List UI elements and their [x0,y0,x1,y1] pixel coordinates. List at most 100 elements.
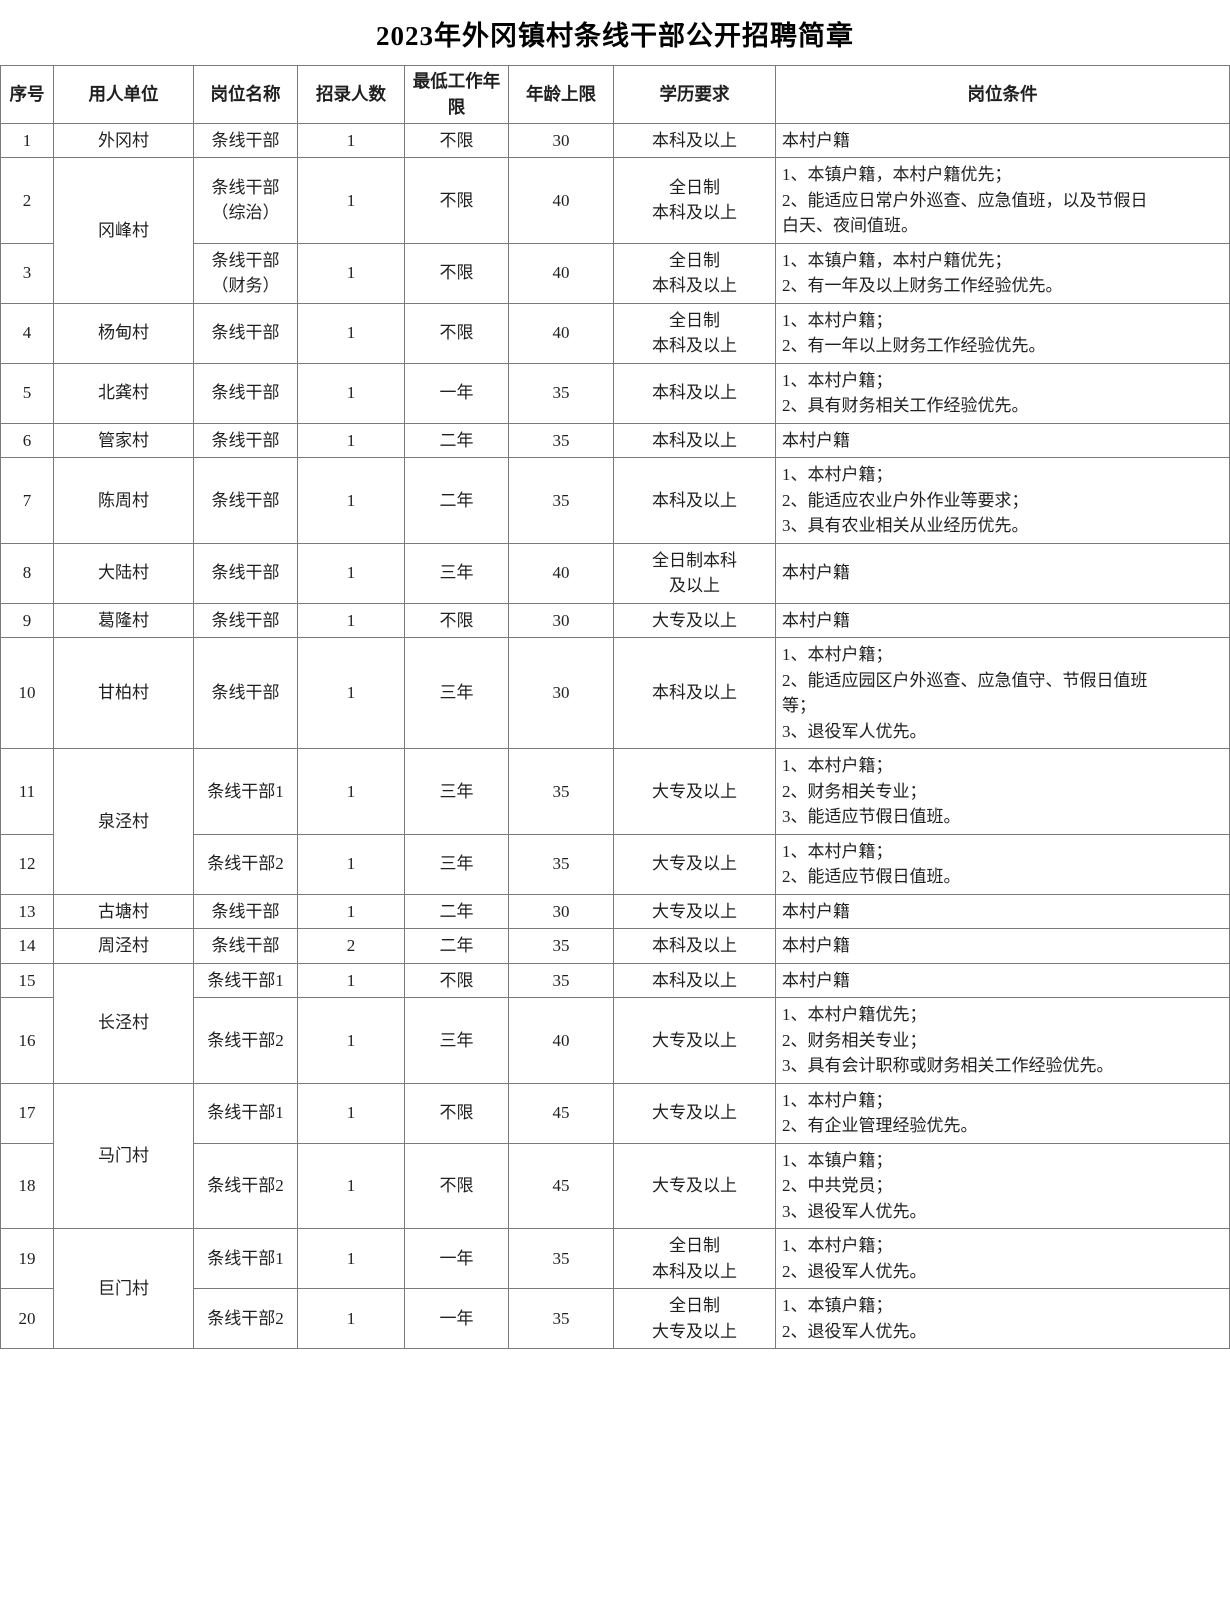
cell-index: 9 [0,602,54,638]
cell-conditions: 1、本村户籍； 2、有一年以上财务工作经验优先。 [775,302,1230,364]
cell-conditions-line: 本村户籍 [782,130,850,150]
cell-index: 16 [0,997,54,1084]
table-row: 14 周泾村 条线干部 2 二年 35 本科及以上 本村户籍 [0,928,1230,964]
cell-min-years: 不限 [404,1142,509,1229]
cell-post: 条线干部 [193,602,298,638]
cell-education-line: 全日制 [669,1236,720,1255]
cell-min-years: 三年 [404,997,509,1084]
cell-post-line: 条线干部 [211,610,280,630]
cell-unit: 周泾村 [53,928,194,964]
table-row: 3 条线干部 （财务） 1 不限 40 全日制 本科及以上 1、本镇户籍，本村户籍优先； 2、有一… [0,242,1230,304]
cell-post-line: 条线干部1 [207,781,284,801]
cell-post: 条线干部 [193,422,298,458]
cell-min-years: 二年 [404,457,509,544]
cell-conditions-line: 2、能适应农业户外作业等要求； [782,490,1029,510]
cell-post: 条线干部 [193,542,298,604]
cell-education: 大专及以上 [613,602,776,638]
cell-age-limit: 35 [508,457,614,544]
cell-conditions-line: 2、有一年以上财务工作经验优先。 [782,336,1046,355]
cell-count: 1 [297,302,405,364]
cell-education: 本科及以上 [613,422,776,458]
cell-unit: 冈峰村 [53,157,194,304]
cell-post-line: 条线干部 [211,490,280,510]
cell-post-line: 条线干部 [211,250,280,270]
cell-min-years: 不限 [404,242,509,304]
cell-min-years: 不限 [404,1082,509,1144]
cell-conditions-line: 本村户籍 [782,610,850,630]
cell-education-line: 大专及以上 [652,1176,737,1195]
cell-post-line: 条线干部 [211,323,280,343]
header-min-years: 最低工作年限 [404,65,509,124]
cell-post-line: （综治） [211,203,280,223]
cell-conditions-line: 本村户籍 [782,936,850,955]
cell-post-line: 条线干部2 [207,1308,284,1328]
cell-count: 1 [297,1142,405,1229]
cell-post-line: 条线干部 [211,177,280,197]
cell-conditions-line: 2、能适应园区户外巡查、应急值守、节假日值班 [782,670,1148,690]
cell-post: 条线干部2 [193,1288,298,1349]
cell-education-line: 全日制 [669,177,720,197]
cell-count: 1 [297,997,405,1084]
cell-education: 大专及以上 [613,748,776,835]
cell-education: 本科及以上 [613,457,776,544]
cell-conditions-line: 1、本村户籍； [782,841,893,861]
cell-age-limit: 30 [508,602,614,638]
cell-index: 14 [0,928,54,964]
cell-education-line: 本科及以上 [652,430,737,450]
cell-age-limit: 40 [508,542,614,604]
cell-min-years: 三年 [404,637,509,749]
cell-age-limit: 40 [508,242,614,304]
cell-count: 1 [297,122,405,158]
cell-unit: 葛隆村 [53,602,194,638]
cell-post: 条线干部 [193,302,298,364]
cell-conditions-line: 1、本镇户籍，本村户籍优先； [782,250,1012,270]
cell-post: 条线干部2 [193,1142,298,1229]
cell-unit: 巨门村 [53,1228,194,1349]
cell-post: 条线干部 （财务） [193,242,298,304]
cell-conditions: 1、本镇户籍，本村户籍优先； 2、能适应日常户外巡查、应急值班，以及节假日 白天、夜… [775,157,1230,244]
cell-conditions: 本村户籍 [775,893,1230,929]
cell-min-years: 不限 [404,122,509,158]
cell-education-line: 大专及以上 [652,1321,737,1341]
cell-education: 大专及以上 [613,833,776,895]
cell-unit: 陈周村 [53,457,194,544]
cell-min-years: 二年 [404,422,509,458]
cell-post-line: 条线干部 [211,130,280,150]
cell-min-years: 三年 [404,833,509,895]
cell-conditions-line: 1、本镇户籍； [782,1150,893,1170]
cell-education: 本科及以上 [613,362,776,424]
cell-conditions-line: 1、本村户籍； [782,756,893,775]
cell-unit: 外冈村 [53,122,194,158]
cell-age-limit: 40 [508,302,614,364]
cell-education-line: 大专及以上 [652,610,737,630]
cell-education: 大专及以上 [613,1142,776,1229]
table-row: 17 马门村 条线干部1 1 不限 45 大专及以上 1、本村户籍； 2、有企业管理经验优先。 [0,1082,1230,1229]
cell-education-line: 大专及以上 [652,854,737,874]
cell-conditions-line: 2、财务相关专业； [782,1030,927,1050]
table-row: 11 泉泾村 条线干部1 1 三年 35 大专及以上 1、本村户籍； 2、财务相关专业； 3、能适… [0,748,1230,895]
cell-education-line: 本科及以上 [652,383,737,403]
cell-education: 本科及以上 [613,122,776,158]
cell-education-line: 及以上 [669,576,720,595]
cell-conditions-line: 白天、夜间值班。 [782,216,918,235]
cell-conditions: 1、本镇户籍； 2、退役军人优先。 [775,1288,1230,1349]
table-row: 8 大陆村 条线干部 1 三年 40 全日制本科 及以上 本村户籍 [0,542,1230,604]
cell-conditions-line: 2、退役军人优先。 [782,1261,927,1281]
cell-post: 条线干部 [193,928,298,964]
cell-education-line: 本科及以上 [652,336,737,355]
cell-post: 条线干部 [193,362,298,424]
cell-count: 1 [297,1228,405,1289]
cell-age-limit: 30 [508,637,614,749]
cell-post-line: 条线干部2 [207,854,284,874]
cell-index: 11 [0,748,54,835]
cell-index: 8 [0,542,54,604]
cell-min-years: 不限 [404,962,509,998]
cell-education-line: 本科及以上 [652,203,737,223]
cell-index: 17 [0,1082,54,1144]
cell-conditions: 1、本镇户籍，本村户籍优先； 2、有一年及以上财务工作经验优先。 [775,242,1230,304]
cell-unit: 长泾村 [53,962,194,1084]
cell-conditions-line: 2、能适应日常户外巡查、应急值班，以及节假日 [782,190,1148,210]
cell-conditions: 1、本镇户籍； 2、中共党员； 3、退役军人优先。 [775,1142,1230,1229]
cell-count: 1 [297,542,405,604]
cell-age-limit: 45 [508,1142,614,1229]
